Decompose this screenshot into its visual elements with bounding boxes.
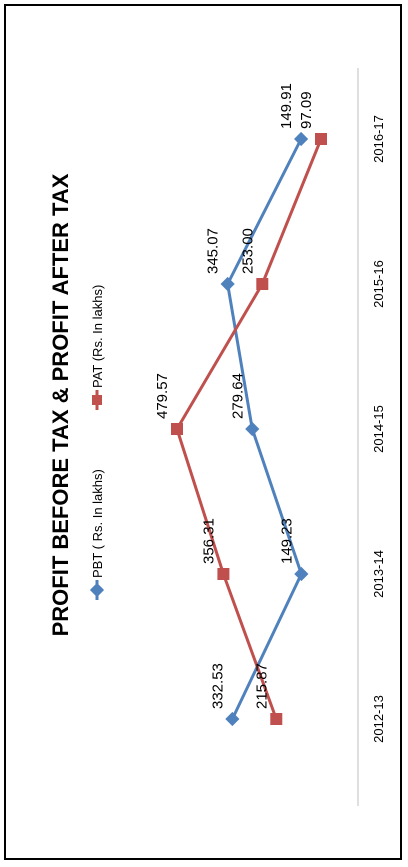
series-markers: [171, 131, 327, 727]
data-label: 215.87: [253, 663, 270, 709]
data-label: 97.09: [298, 91, 315, 129]
point-marker: [217, 568, 230, 580]
chart-frame: [4, 4, 402, 860]
point-marker: [256, 278, 269, 290]
data-label: 279.64: [229, 373, 246, 419]
chart-title: PROFIT BEFORE TAX & PROFIT AFTER TAX: [48, 173, 73, 636]
category-tick-labels: 2012-13 2013-14 2014-15 2015-16 2016-17: [371, 115, 386, 743]
point-marker: [270, 713, 283, 725]
data-label: 345.07: [205, 228, 222, 274]
legend-label-pbt: PBT ( Rs. In lakhs): [90, 469, 105, 578]
data-label: 149.23: [278, 518, 295, 564]
data-label: 149.91: [278, 83, 295, 129]
data-label: 356.31: [200, 518, 217, 564]
legend-label-pat: PAT (Rs. In lakhs): [90, 285, 105, 388]
category-tick-label: 2015-16: [371, 260, 386, 308]
data-label: 253.00: [239, 228, 256, 274]
category-tick-label: 2016-17: [371, 115, 386, 163]
point-marker: [294, 131, 309, 147]
legend-marker-pat: [92, 395, 102, 405]
data-label: 479.57: [154, 373, 171, 419]
point-marker: [245, 421, 260, 437]
point-marker: [220, 276, 235, 292]
category-tick-label: 2012-13: [371, 695, 386, 743]
data-labels: 332.53 149.23 279.64 345.07 149.91 215.87 356.…: [154, 83, 315, 709]
series-line-0: [226, 138, 303, 720]
point-marker: [294, 566, 309, 582]
point-marker: [225, 711, 240, 727]
point-marker: [171, 423, 183, 435]
category-tick-label: 2013-14: [371, 550, 386, 598]
legend-marker-pbt: [89, 582, 105, 598]
data-label: 332.53: [209, 663, 226, 709]
category-tick-label: 2014-15: [371, 405, 386, 453]
point-marker: [315, 133, 327, 145]
legend: PBT ( Rs. In lakhs) PAT (Rs. In lakhs): [89, 285, 105, 600]
